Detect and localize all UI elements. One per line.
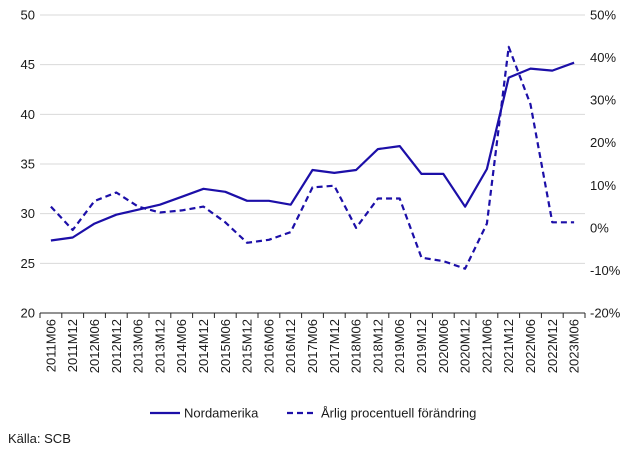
x-tick-label: 2012M06 [87,319,102,373]
right-tick-label: -20% [590,306,621,321]
left-tick-label: 45 [21,57,35,72]
series-lines [50,45,575,270]
x-tick-label: 2013M06 [131,319,146,373]
x-tick-label: 2022M06 [523,319,538,373]
x-tick-label: 2011M12 [65,319,80,372]
x-tick-label: 2021M12 [501,319,516,373]
left-axis-tick-labels: 20 25 30 35 40 45 50 [21,8,35,321]
series-line-1 [50,61,575,242]
x-tick-label: 2019M12 [414,319,429,373]
left-tick-label: 35 [21,157,35,172]
x-tick-label: 2020M12 [458,319,473,373]
x-tick-label: 2022M12 [545,319,560,373]
x-tick-label: 2011M06 [43,319,58,372]
x-tick-label: 2019M06 [392,319,407,373]
legend-label-2: Årlig procentuell förändring [321,406,476,421]
x-tick-label: 2015M06 [218,319,233,373]
left-tick-label: 25 [21,256,35,271]
right-tick-label: 30% [590,93,616,108]
x-tick-label: 2021M06 [479,319,494,373]
right-tick-label: 50% [590,8,616,23]
x-tick-label: 2016M06 [261,319,276,373]
right-tick-label: 0% [590,220,609,235]
x-tick-label: 2015M12 [240,319,255,373]
legend: Nordamerika Årlig procentuell förändring [150,406,476,421]
source-note: Källa: SCB [8,431,71,446]
right-axis-tick-labels: -20% -10% 0% 10% 20% 30% 40% 50% [590,8,621,321]
x-tick-label: 2018M06 [349,319,364,373]
x-axis: 2011M06 2011M12 2012M06 2012M12 2013M06 2013M… [39,312,586,373]
x-tick-label: 2018M12 [370,319,385,373]
x-tick-label: 2017M12 [327,319,342,373]
legend-label-1: Nordamerika [184,406,259,421]
x-tick-label: 2014M06 [174,319,189,373]
right-tick-label: 20% [590,135,616,150]
x-tick-label: 2012M12 [109,319,124,373]
gridlines [40,14,585,264]
left-tick-label: 50 [21,8,35,23]
x-tick-label: 2016M12 [283,319,298,373]
right-tick-label: -10% [590,263,621,278]
x-tick-label: 2017M06 [305,319,320,373]
right-tick-label: 40% [590,50,616,65]
x-tick-label: 2023M06 [567,319,582,373]
left-tick-label: 40 [21,107,35,122]
x-tick-label: 2020M06 [436,319,451,373]
series-line-2 [50,45,575,270]
right-tick-label: 10% [590,178,616,193]
x-tick-label: 2014M12 [196,319,211,373]
x-tick-label: 2013M12 [152,319,167,373]
left-tick-label: 20 [21,306,35,321]
left-tick-label: 30 [21,206,35,221]
